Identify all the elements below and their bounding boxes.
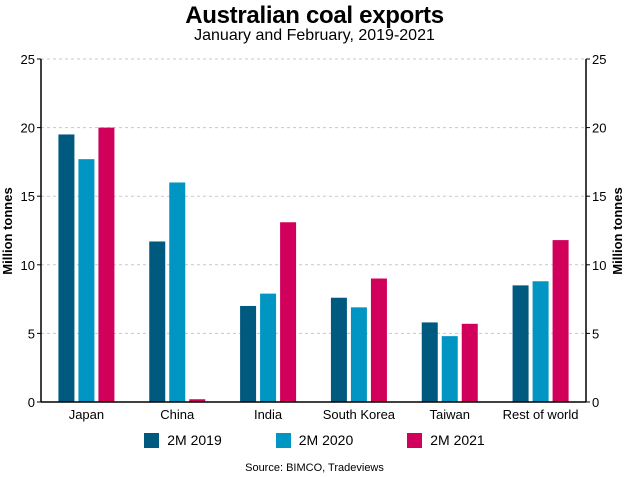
legend-label-2021: 2M 2021 xyxy=(430,432,485,448)
bar-japan-2m-2020 xyxy=(78,159,95,402)
x-category-label: South Korea xyxy=(323,407,396,422)
y-axis-right-ticks: 0 5 10 15 20 25 xyxy=(592,52,606,410)
source-note: Source: BIMCO, Tradeviews xyxy=(245,462,384,474)
y-tick-label-left: 20 xyxy=(21,121,35,136)
bar-india-2m-2019 xyxy=(240,305,257,402)
gridlines xyxy=(41,58,586,334)
bar-india-2m-2021 xyxy=(280,222,297,402)
legend: 2M 2019 2M 2020 2M 2021 xyxy=(0,432,629,448)
bar-china-2m-2020 xyxy=(169,182,186,402)
bar-rest-of-world-2m-2019 xyxy=(512,285,529,402)
legend-item-2021: 2M 2021 xyxy=(407,432,485,448)
bar-rest-of-world-2m-2021 xyxy=(552,240,569,402)
legend-swatch-2020 xyxy=(275,432,291,448)
legend-swatch-2021 xyxy=(407,432,423,448)
bar-china-2m-2019 xyxy=(149,241,166,402)
y-tick-label-left: 15 xyxy=(21,189,35,204)
y-tick-label-left: 5 xyxy=(28,326,35,341)
bar-china-2m-2021 xyxy=(189,399,206,402)
y-axis-right-title: Million tonnes xyxy=(610,187,625,274)
y-axis-left-title: Million tonnes xyxy=(0,187,15,274)
legend-item-2019: 2M 2019 xyxy=(144,432,222,448)
x-category-label: China xyxy=(160,407,195,422)
bar-japan-2m-2019 xyxy=(58,134,75,402)
bar-taiwan-2m-2019 xyxy=(421,322,438,402)
legend-swatch-2019 xyxy=(144,432,160,448)
chart-subtitle: January and February, 2019-2021 xyxy=(194,27,435,44)
y-tick-label-right: 25 xyxy=(592,52,606,67)
x-category-label: India xyxy=(254,407,283,422)
x-category-label: Taiwan xyxy=(430,407,470,422)
bar-rest-of-world-2m-2020 xyxy=(532,281,549,402)
bar-south-korea-2m-2019 xyxy=(330,297,347,402)
x-category-label: Rest of world xyxy=(503,407,579,422)
bar-taiwan-2m-2021 xyxy=(461,323,478,402)
y-tick-label-left: 0 xyxy=(28,395,35,410)
y-tick-label-right: 0 xyxy=(592,395,599,410)
bar-taiwan-2m-2020 xyxy=(441,336,458,402)
axes xyxy=(37,58,590,403)
y-axis-left-ticks: 0 5 10 15 20 25 xyxy=(21,52,35,410)
y-tick-label-right: 20 xyxy=(592,121,606,136)
y-tick-label-right: 15 xyxy=(592,189,606,204)
bar-india-2m-2020 xyxy=(260,293,277,402)
x-axis-categories: Japan China India South Korea Taiwan Rest of … xyxy=(69,407,579,422)
bar-south-korea-2m-2021 xyxy=(370,278,387,402)
legend-item-2020: 2M 2020 xyxy=(275,432,354,448)
bar-japan-2m-2021 xyxy=(98,127,115,402)
bar-south-korea-2m-2020 xyxy=(350,307,367,402)
bars xyxy=(58,127,569,402)
x-category-label: Japan xyxy=(69,407,104,422)
y-tick-label-right: 10 xyxy=(592,258,606,273)
y-tick-label-right: 5 xyxy=(592,326,599,341)
y-tick-label-left: 25 xyxy=(21,52,35,67)
y-tick-label-left: 10 xyxy=(21,258,35,273)
legend-label-2020: 2M 2020 xyxy=(298,432,354,448)
legend-label-2019: 2M 2019 xyxy=(167,432,222,448)
chart-title: Australian coal exports xyxy=(185,2,444,29)
